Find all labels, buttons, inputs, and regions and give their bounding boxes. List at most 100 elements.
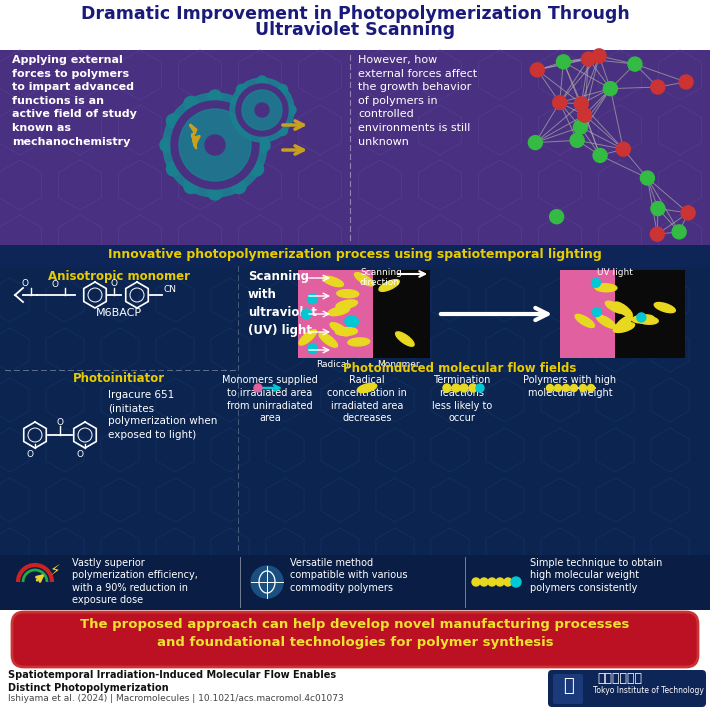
Ellipse shape — [348, 338, 370, 346]
Circle shape — [257, 134, 267, 144]
FancyBboxPatch shape — [553, 674, 583, 704]
Circle shape — [345, 317, 355, 327]
Circle shape — [480, 578, 488, 586]
Text: Radical
concentration in
irradiated area
decreases: Radical concentration in irradiated area… — [327, 375, 407, 423]
Circle shape — [557, 55, 570, 69]
Text: Applying external
forces to polymers
to impart advanced
functions is an
active f: Applying external forces to polymers to … — [12, 55, 137, 146]
Circle shape — [628, 57, 642, 71]
Text: Innovative photopolymerization process using spatiotemporal lighting: Innovative photopolymerization process u… — [108, 248, 602, 261]
Circle shape — [242, 90, 282, 130]
Circle shape — [679, 75, 693, 89]
Circle shape — [278, 126, 288, 136]
Circle shape — [254, 384, 262, 392]
Text: Radical: Radical — [317, 360, 349, 369]
Circle shape — [250, 162, 263, 176]
Text: Spatiotemporal Irradiation-Induced Molecular Flow Enables
Distinct Photopolymeri: Spatiotemporal Irradiation-Induced Molec… — [8, 670, 336, 693]
Ellipse shape — [328, 307, 349, 316]
Ellipse shape — [595, 284, 617, 292]
Ellipse shape — [299, 329, 317, 345]
Circle shape — [208, 186, 222, 200]
Ellipse shape — [322, 276, 344, 287]
Circle shape — [616, 142, 630, 156]
Circle shape — [550, 209, 564, 224]
Circle shape — [528, 136, 542, 150]
Circle shape — [587, 385, 594, 391]
Circle shape — [574, 120, 587, 134]
Circle shape — [166, 114, 180, 128]
Text: Dramatic Improvement in Photopolymerization Through: Dramatic Improvement in Photopolymerizat… — [81, 5, 629, 23]
Circle shape — [171, 101, 259, 189]
Text: Ultraviolet Scanning: Ultraviolet Scanning — [255, 21, 455, 39]
Text: Tokyo Institute of Technology: Tokyo Institute of Technology — [593, 686, 704, 695]
Bar — [298, 270, 373, 358]
Circle shape — [637, 313, 646, 322]
Text: Simple technique to obtain
high molecular weight
polymers consistently: Simple technique to obtain high molecula… — [530, 558, 662, 593]
Circle shape — [562, 385, 569, 391]
Circle shape — [604, 82, 618, 96]
Circle shape — [232, 180, 246, 194]
Circle shape — [228, 105, 238, 115]
Circle shape — [236, 84, 246, 94]
Ellipse shape — [596, 315, 616, 328]
Text: Ishiyama et al. (2024) | Macromolecules | 10.1021/acs.macromol.4c01073: Ishiyama et al. (2024) | Macromolecules … — [8, 694, 344, 703]
Circle shape — [504, 578, 512, 586]
Circle shape — [530, 63, 545, 77]
Circle shape — [511, 577, 521, 587]
Circle shape — [469, 384, 477, 392]
Bar — [0, 50, 710, 245]
Text: Termination
reactions
less likely to
occur: Termination reactions less likely to occ… — [432, 375, 492, 423]
Bar — [615, 270, 685, 358]
Ellipse shape — [354, 273, 373, 286]
Circle shape — [184, 180, 198, 194]
Circle shape — [278, 84, 288, 94]
Circle shape — [579, 385, 586, 391]
Ellipse shape — [575, 315, 594, 327]
Text: O: O — [26, 450, 33, 459]
Text: However, how
external forces affect
the growth behavior
of polymers in
controlle: However, how external forces affect the … — [358, 55, 477, 146]
Circle shape — [593, 148, 607, 163]
Circle shape — [472, 578, 480, 586]
Circle shape — [184, 97, 198, 111]
Circle shape — [555, 385, 562, 391]
Ellipse shape — [632, 315, 654, 323]
Circle shape — [166, 162, 180, 176]
Text: CN: CN — [163, 285, 176, 294]
Text: Anisotropic monomer: Anisotropic monomer — [48, 270, 190, 283]
Circle shape — [208, 90, 222, 104]
Circle shape — [255, 103, 269, 117]
Circle shape — [592, 307, 601, 317]
Circle shape — [307, 294, 317, 304]
Circle shape — [236, 126, 246, 136]
Circle shape — [591, 278, 601, 288]
Text: UV light: UV light — [597, 268, 633, 277]
Text: O: O — [57, 418, 63, 427]
Circle shape — [452, 384, 460, 392]
Text: Scanning
direction: Scanning direction — [360, 268, 402, 288]
Circle shape — [443, 384, 451, 392]
Circle shape — [349, 317, 359, 327]
Circle shape — [236, 84, 288, 136]
Circle shape — [256, 138, 270, 152]
Text: Photoinduced molecular flow fields: Photoinduced molecular flow fields — [344, 362, 577, 375]
Circle shape — [160, 138, 174, 152]
Circle shape — [496, 578, 504, 586]
Text: 東京工業大学: 東京工業大学 — [598, 672, 643, 685]
Ellipse shape — [615, 315, 633, 331]
Ellipse shape — [357, 383, 377, 393]
Text: Polymers with high
molecular weight: Polymers with high molecular weight — [523, 375, 616, 398]
Text: Scanning
with
ultraviolet
(UV) light: Scanning with ultraviolet (UV) light — [248, 270, 317, 337]
FancyBboxPatch shape — [12, 612, 698, 667]
Ellipse shape — [319, 333, 337, 347]
Circle shape — [460, 384, 468, 392]
Circle shape — [286, 105, 296, 115]
Text: M6BACP: M6BACP — [96, 308, 142, 318]
Circle shape — [552, 96, 567, 109]
Circle shape — [307, 344, 317, 354]
Ellipse shape — [330, 322, 349, 336]
Circle shape — [232, 97, 246, 111]
FancyBboxPatch shape — [548, 670, 706, 707]
Circle shape — [571, 385, 577, 391]
Ellipse shape — [614, 302, 632, 317]
Circle shape — [251, 566, 283, 598]
Circle shape — [650, 227, 665, 241]
